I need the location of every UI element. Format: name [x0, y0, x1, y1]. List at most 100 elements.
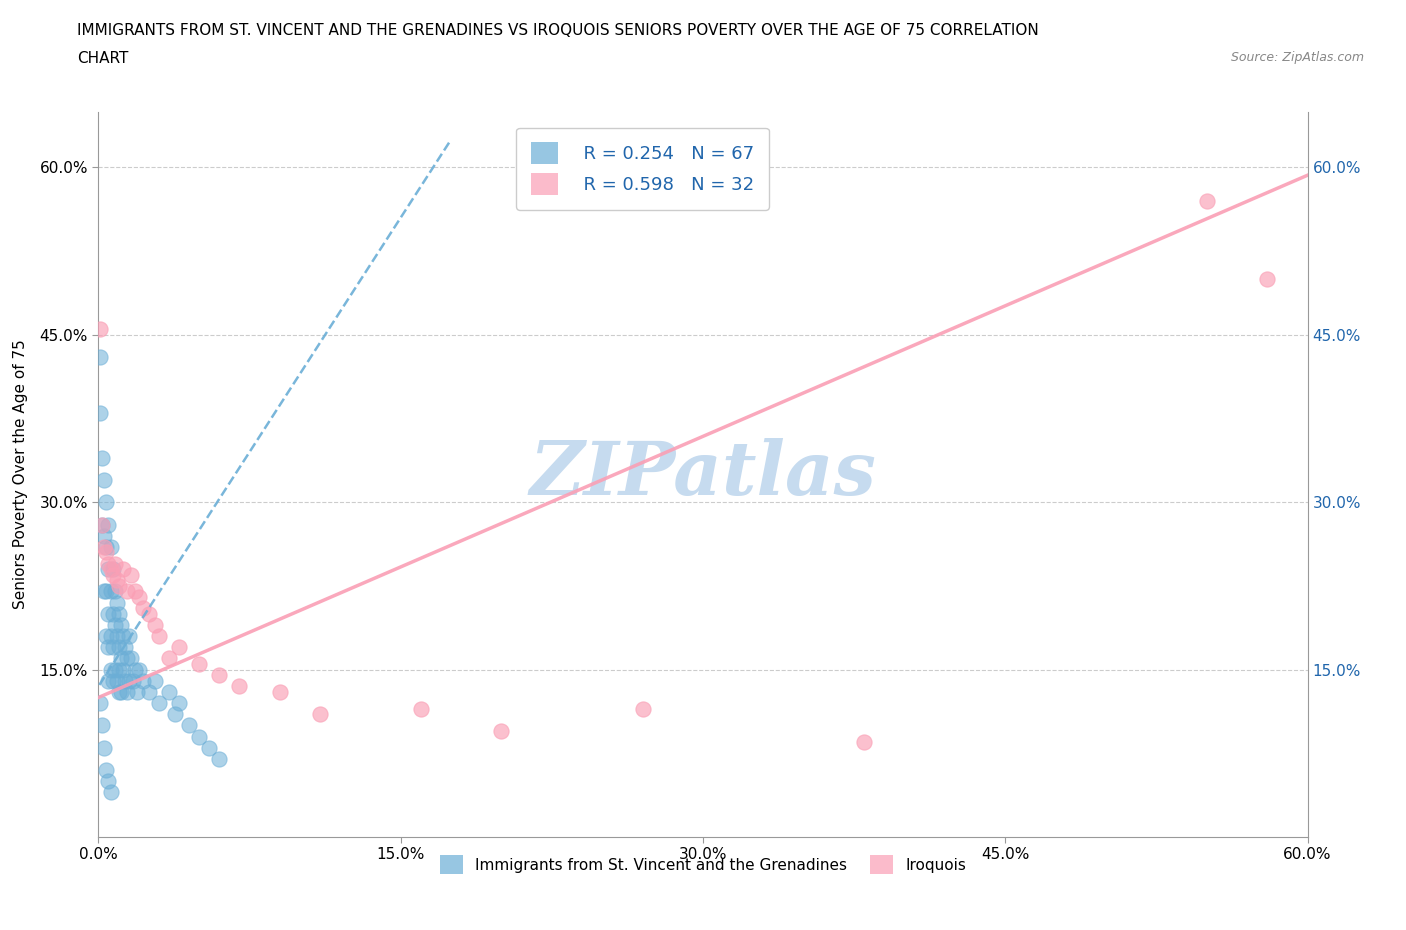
Point: [103, 618, 125, 632]
Point: [97, 562, 120, 577]
Y-axis label: Seniors Poverty Over the Age of 75: Seniors Poverty Over the Age of 75: [14, 339, 28, 609]
Point: [132, 673, 155, 688]
Point: [93, 539, 115, 554]
Point: [167, 640, 190, 655]
Point: [114, 640, 136, 655]
Point: [105, 573, 128, 588]
Text: IMMIGRANTS FROM ST. VINCENT AND THE GRENADINES VS IROQUOIS SENIORS POVERTY OVER : IMMIGRANTS FROM ST. VINCENT AND THE GREN…: [77, 23, 1039, 38]
Point: [89, 696, 111, 711]
Point: [163, 707, 186, 722]
Point: [853, 735, 876, 750]
Text: Source: ZipAtlas.com: Source: ZipAtlas.com: [1230, 51, 1364, 64]
Point: [115, 584, 138, 599]
Point: [89, 350, 111, 365]
Point: [188, 729, 211, 744]
Point: [101, 567, 124, 582]
Point: [157, 651, 180, 666]
Point: [105, 595, 128, 610]
Point: [91, 718, 114, 733]
Point: [124, 662, 146, 677]
Point: [309, 707, 332, 722]
Point: [96, 545, 118, 560]
Point: [96, 539, 118, 554]
Point: [120, 567, 142, 582]
Point: [101, 640, 124, 655]
Point: [128, 662, 150, 677]
Point: [143, 673, 166, 688]
Point: [148, 696, 170, 711]
Point: [114, 673, 136, 688]
Point: [97, 606, 120, 621]
Point: [93, 740, 115, 755]
Point: [138, 684, 160, 699]
Point: [269, 684, 291, 699]
Point: [179, 718, 201, 733]
Point: [143, 618, 166, 632]
Point: [132, 601, 155, 616]
Point: [101, 673, 124, 688]
Point: [1256, 272, 1278, 286]
Point: [100, 629, 122, 644]
Point: [115, 684, 138, 699]
Point: [97, 640, 120, 655]
Point: [111, 662, 134, 677]
Point: [148, 629, 170, 644]
Point: [491, 724, 513, 738]
Point: [118, 673, 141, 688]
Point: [91, 517, 114, 532]
Point: [91, 517, 114, 532]
Point: [101, 606, 124, 621]
Point: [115, 651, 138, 666]
Point: [228, 679, 250, 694]
Point: [198, 740, 221, 755]
Point: [409, 701, 432, 716]
Point: [124, 584, 146, 599]
Point: [97, 673, 120, 688]
Point: [103, 662, 125, 677]
Point: [125, 684, 148, 699]
Point: [97, 774, 120, 789]
Point: [96, 763, 118, 777]
Legend: Immigrants from St. Vincent and the Grenadines, Iroquois: Immigrants from St. Vincent and the Gren…: [434, 849, 972, 880]
Point: [208, 668, 231, 683]
Point: [107, 578, 129, 593]
Point: [111, 629, 134, 644]
Point: [89, 405, 111, 420]
Point: [100, 539, 122, 554]
Point: [105, 629, 128, 644]
Point: [105, 673, 128, 688]
Text: ZIPatlas: ZIPatlas: [530, 438, 876, 511]
Point: [100, 584, 122, 599]
Point: [121, 673, 143, 688]
Point: [111, 562, 134, 577]
Point: [96, 584, 118, 599]
Point: [91, 450, 114, 465]
Point: [97, 517, 120, 532]
Point: [107, 662, 129, 677]
Point: [188, 657, 211, 671]
Point: [118, 629, 141, 644]
Point: [97, 556, 120, 571]
Point: [93, 584, 115, 599]
Point: [103, 556, 125, 571]
Point: [100, 662, 122, 677]
Point: [138, 606, 160, 621]
Point: [110, 651, 132, 666]
Point: [110, 684, 132, 699]
Point: [107, 606, 129, 621]
Point: [120, 651, 142, 666]
Text: CHART: CHART: [77, 51, 129, 66]
Point: [89, 322, 111, 337]
Point: [100, 785, 122, 800]
Point: [101, 562, 124, 577]
Point: [167, 696, 190, 711]
Point: [110, 618, 132, 632]
Point: [208, 751, 231, 766]
Point: [96, 629, 118, 644]
Point: [107, 640, 129, 655]
Point: [1195, 193, 1218, 208]
Point: [93, 528, 115, 543]
Point: [107, 684, 129, 699]
Point: [103, 584, 125, 599]
Point: [157, 684, 180, 699]
